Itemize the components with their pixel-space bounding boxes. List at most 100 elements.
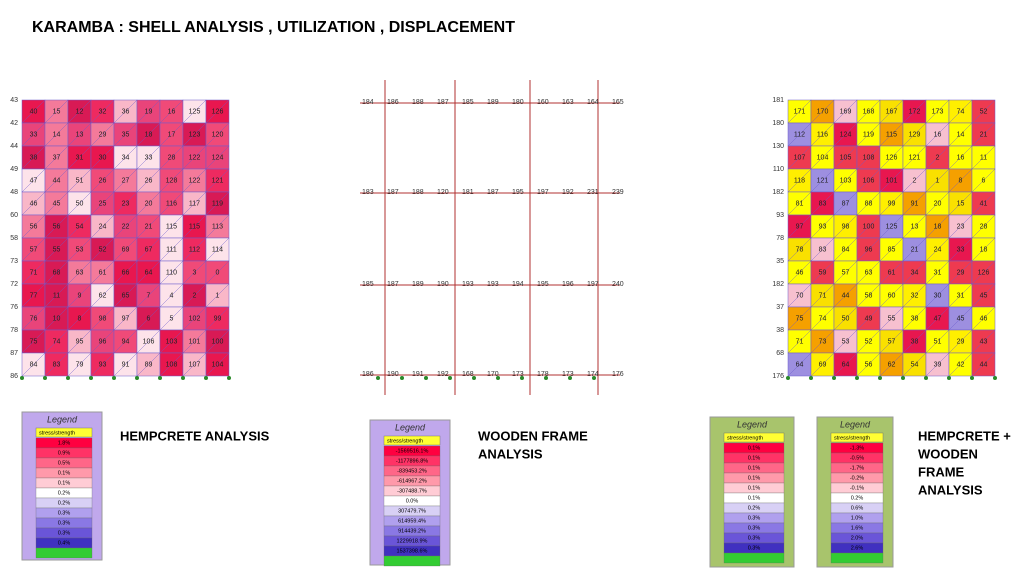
mesh-diagonal — [136, 168, 161, 193]
mesh-diagonal — [44, 168, 69, 193]
caption: ANALYSIS — [918, 482, 983, 497]
cell-number: 61 — [888, 269, 896, 276]
cell-number: 123 — [189, 131, 201, 138]
cell-number: 102 — [189, 315, 201, 322]
cell-number: 115 — [189, 223, 200, 230]
cell-number: 46 — [980, 315, 988, 322]
cell-number: 37 — [53, 154, 61, 161]
mesh-diagonal — [856, 145, 881, 170]
mesh-diagonal — [159, 99, 184, 124]
mesh-diagonal — [205, 145, 230, 170]
legend-entry: 0.1% — [748, 455, 761, 461]
cell-number: 97 — [122, 315, 130, 322]
mesh-diagonal — [159, 352, 184, 377]
node-label: 168 — [462, 371, 474, 378]
legend-entry: 0.2% — [58, 500, 71, 506]
cell-number: 100 — [212, 338, 224, 345]
mesh-diagonal — [90, 191, 115, 216]
mesh-diagonal — [21, 99, 46, 124]
node-label: 120 — [437, 189, 449, 196]
legend-entry: 1.8% — [58, 440, 71, 446]
cell-number: 62 — [99, 292, 107, 299]
mesh-diagonal — [833, 283, 858, 308]
cell-number: 56 — [53, 223, 61, 230]
cell-number: 65 — [122, 292, 130, 299]
mesh-diagonal — [833, 145, 858, 170]
cell-number: 98 — [99, 315, 107, 322]
cell-number: 115 — [166, 223, 177, 230]
cell-number: 31 — [934, 269, 942, 276]
mesh-diagonal — [856, 260, 881, 285]
cell-number: 41 — [980, 200, 988, 207]
mesh-diagonal — [948, 191, 973, 216]
mesh-diagonal — [925, 122, 950, 147]
mesh-diagonal — [833, 260, 858, 285]
mesh-diagonal — [971, 306, 996, 331]
node-label: 182 — [772, 281, 784, 288]
mesh-diagonal — [182, 237, 207, 262]
legend-entry: 0.1% — [58, 470, 71, 476]
mesh-diagonal — [159, 306, 184, 331]
legend-swatch — [35, 547, 93, 559]
cell-number: 57 — [842, 269, 850, 276]
node-label: 192 — [562, 189, 574, 196]
mesh-diagonal — [787, 329, 812, 354]
cell-number: 40 — [30, 108, 38, 115]
mesh-diagonal — [113, 352, 138, 377]
cell-number: 122 — [189, 177, 201, 184]
legend-entry: 0.3% — [58, 520, 71, 526]
mesh-diagonal — [67, 168, 92, 193]
node-label: 87 — [10, 350, 18, 357]
cell-number: 21 — [911, 246, 919, 253]
cell-number: 56 — [865, 361, 873, 368]
cell-number: 111 — [166, 246, 177, 253]
mesh-diagonal — [902, 145, 927, 170]
node-label: 76 — [10, 304, 18, 311]
mesh-diagonal — [948, 122, 973, 147]
mesh-diagonal — [44, 306, 69, 331]
support — [832, 376, 836, 380]
node-label: 187 — [387, 189, 399, 196]
cell-number: 84 — [842, 246, 850, 253]
legend-entry: 0.6% — [851, 505, 864, 511]
cell-number: 24 — [99, 223, 107, 230]
cell-number: 118 — [794, 177, 805, 184]
cell-number: 87 — [842, 200, 850, 207]
node-label: 178 — [537, 371, 549, 378]
mesh-diagonal — [948, 237, 973, 262]
cell-number: 103 — [166, 338, 178, 345]
cell-number: 114 — [212, 246, 223, 253]
node-label: 181 — [772, 97, 784, 104]
mesh-diagonal — [182, 122, 207, 147]
cell-number: 0 — [216, 269, 220, 276]
cell-number: 75 — [796, 315, 804, 322]
mesh-diagonal — [67, 283, 92, 308]
legend-entry: 0.2% — [748, 505, 761, 511]
cell-number: 11 — [980, 154, 987, 161]
cell-number: 45 — [53, 200, 61, 207]
mesh-diagonal — [90, 122, 115, 147]
cell-number: 74 — [53, 338, 61, 345]
node-label: 164 — [587, 99, 599, 106]
node-label: 190 — [387, 371, 399, 378]
cell-number: 108 — [166, 361, 178, 368]
mesh-diagonal — [205, 168, 230, 193]
mesh-diagonal — [21, 352, 46, 377]
mesh-diagonal — [90, 260, 115, 285]
cell-number: 63 — [865, 269, 873, 276]
mesh-diagonal — [902, 260, 927, 285]
node-label: 196 — [562, 281, 574, 288]
cell-number: 77 — [30, 292, 38, 299]
cell-number: 8 — [959, 177, 963, 184]
legend-entry: 307479.7% — [398, 508, 426, 514]
cell-number: 69 — [122, 246, 130, 253]
node-label: 78 — [776, 235, 784, 242]
legend-entry: 0.3% — [748, 515, 761, 521]
cell-number: 124 — [840, 131, 852, 138]
cell-number: 119 — [212, 200, 223, 207]
caption: WOODEN FRAME — [478, 428, 588, 443]
mesh-diagonal — [856, 122, 881, 147]
legend-entry: 1537398.6% — [397, 548, 428, 554]
cell-number: 83 — [819, 246, 827, 253]
mesh-diagonal — [159, 168, 184, 193]
